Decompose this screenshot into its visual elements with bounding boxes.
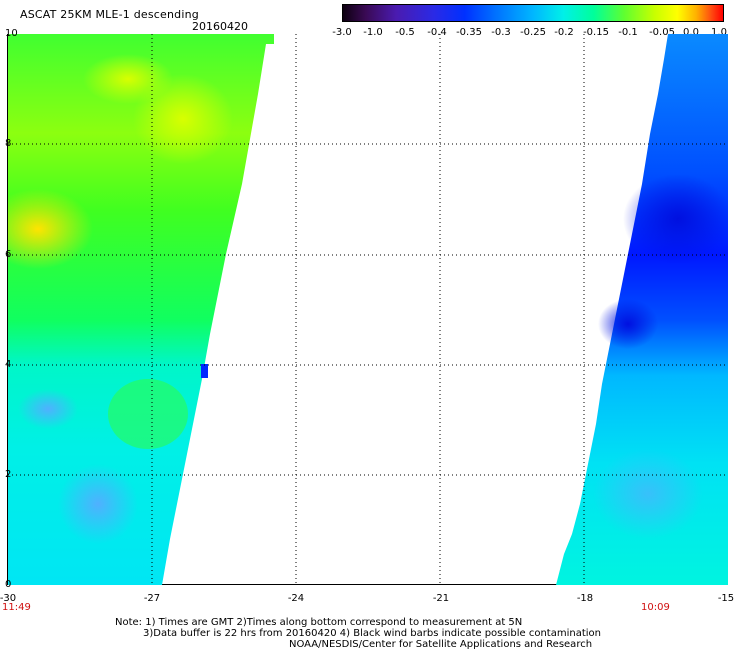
note-line-3: NOAA/NESDIS/Center for Satellite Applica… [289, 639, 593, 650]
map-panel [0, 34, 733, 585]
x-tick: -24 [287, 593, 305, 604]
y-tick: 2 [5, 469, 12, 480]
y-tick: 8 [5, 138, 12, 149]
map-date: 20160420 [192, 20, 248, 33]
time-left: 11:49 [2, 602, 31, 613]
colorbar-tick: -0.35 [456, 27, 482, 38]
graticule [8, 34, 728, 585]
colorbar-tick: -1.0 [363, 27, 383, 38]
x-tick: -21 [432, 593, 450, 604]
y-tick: 10 [5, 28, 18, 39]
colorbar [342, 4, 724, 22]
x-tick: -30 [0, 593, 17, 604]
x-tick: -15 [717, 593, 735, 604]
colorbar-tick: -3.0 [332, 27, 352, 38]
colorbar-tick: 0.0 [683, 27, 699, 38]
colorbar-tick: -0.1 [618, 27, 638, 38]
colorbar-tick: 1.0 [711, 27, 727, 38]
note-line-1: Note: 1) Times are GMT 2)Times along bot… [115, 617, 523, 628]
colorbar-tick: -0.2 [554, 27, 574, 38]
y-tick: 4 [5, 359, 12, 370]
y-tick: 6 [5, 249, 12, 260]
colorbar-tick: -0.05 [649, 27, 675, 38]
left-swath [0, 34, 274, 585]
x-tick: -18 [576, 593, 594, 604]
map-title: ASCAT 25KM MLE-1 descending [20, 8, 199, 21]
y-tick: 0 [5, 579, 12, 590]
colorbar-tick: -0.5 [395, 27, 415, 38]
map-svg [0, 34, 733, 585]
right-swath [556, 34, 733, 585]
time-right: 10:09 [641, 602, 670, 613]
note-line-2: 3)Data buffer is 22 hrs from 20160420 4)… [143, 628, 601, 639]
colorbar-tick: -0.4 [427, 27, 447, 38]
colorbar-tick: -0.25 [520, 27, 546, 38]
colorbar-tick: -0.3 [491, 27, 511, 38]
x-tick: -27 [143, 593, 161, 604]
colorbar-tick: -0.15 [583, 27, 609, 38]
